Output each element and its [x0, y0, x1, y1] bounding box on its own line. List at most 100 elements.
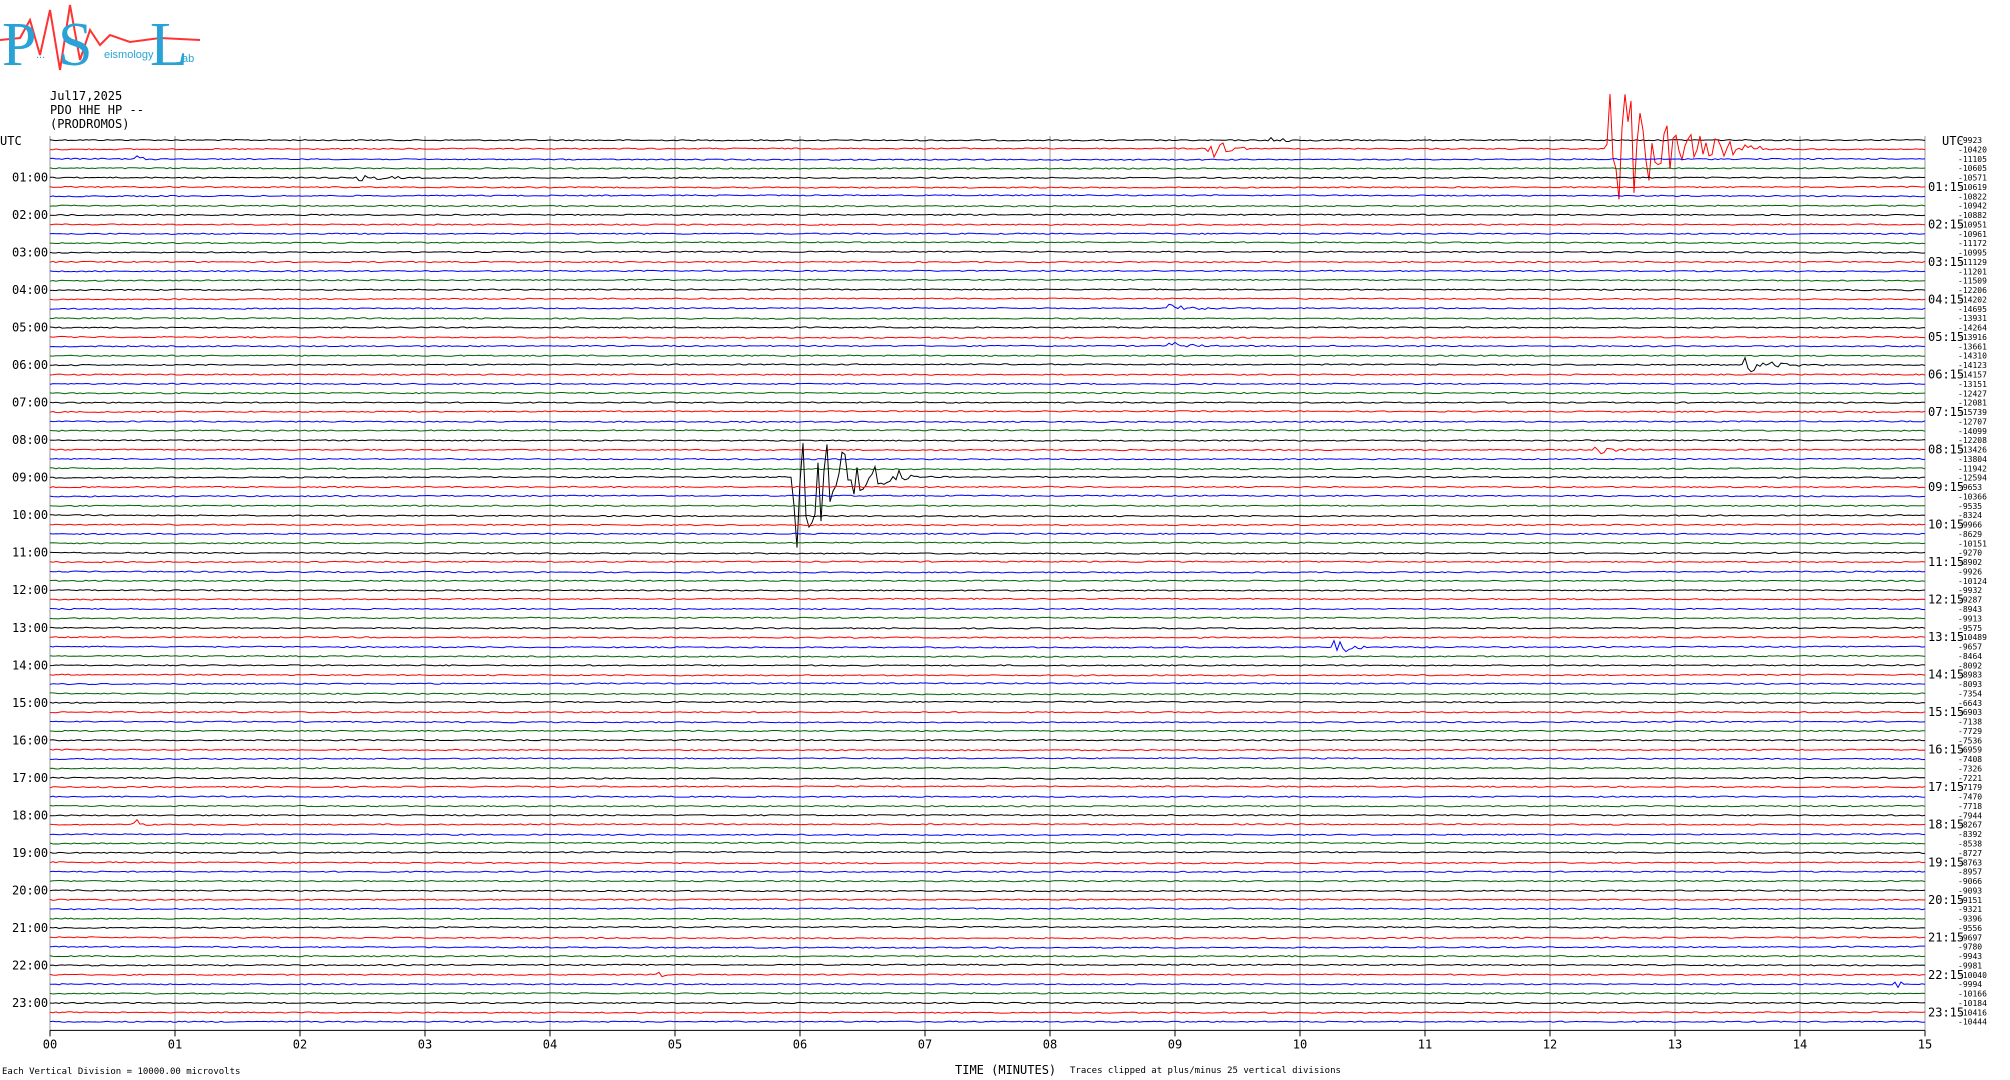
x-tick-label: 12	[1543, 1037, 1557, 1051]
trace-line	[49, 626, 1926, 630]
trace-line	[49, 204, 1926, 208]
trace-line	[49, 889, 1926, 893]
trace-line	[49, 945, 1925, 949]
trace-offset-label: -6903	[1958, 708, 1982, 717]
hour-label-right: 17:15	[1928, 780, 1964, 794]
trace-offset-label: -11105	[1958, 155, 1987, 164]
trace-offset-label: -7729	[1958, 727, 1982, 736]
trace-line	[49, 925, 1926, 930]
trace-line	[50, 711, 1926, 714]
trace-line	[49, 664, 1926, 667]
hour-label-left: 17:00	[12, 771, 48, 785]
trace-offset-label: -9932	[1958, 586, 1982, 595]
trace-offset-label: -9923	[1958, 136, 1982, 145]
logo-letter-l: L	[150, 11, 188, 79]
trace-line	[49, 155, 1926, 161]
hour-label-right: 05:15	[1928, 330, 1964, 344]
hour-label-right: 01:15	[1928, 180, 1964, 194]
trace-line	[49, 738, 1925, 742]
trace-line	[49, 607, 1925, 611]
trace-offset-label: -8267	[1958, 821, 1982, 830]
trace-line	[49, 260, 1926, 264]
x-tick-label: 04	[543, 1037, 557, 1051]
trace-line	[49, 303, 1926, 311]
trace-offset-label: -14264	[1958, 324, 1987, 333]
trace-offset-label: -8983	[1958, 671, 1982, 680]
footer-clip-note: Traces clipped at plus/minus 25 vertical…	[1070, 1066, 1341, 1076]
footer-division-note: Each Vertical Division = 10000.00 microv…	[2, 1067, 241, 1077]
trace-offset-label: -7470	[1958, 793, 1982, 802]
trace-offset-label: -9535	[1958, 502, 1982, 511]
hour-label-left: 10:00	[12, 508, 48, 522]
x-tick-label: 11	[1418, 1037, 1432, 1051]
hour-label-left: 19:00	[12, 846, 48, 860]
hour-label-right: 18:15	[1928, 818, 1964, 832]
trace-line	[49, 269, 1926, 273]
trace-offset-label: -9780	[1958, 943, 1982, 952]
trace-offset-label: -9966	[1958, 521, 1982, 530]
psl-logo: P S L ... eismology ab	[0, 4, 201, 79]
trace-offset-label: -10416	[1958, 1008, 1987, 1017]
trace-offset-label: -9556	[1958, 924, 1982, 933]
trace-line	[49, 682, 1926, 686]
trace-offset-label: -10166	[1958, 990, 1987, 999]
hour-label-right: 03:15	[1928, 255, 1964, 269]
utc-label-left: UTC	[0, 134, 22, 148]
trace-offset-label: -8902	[1958, 558, 1982, 567]
x-tick-label: 08	[1043, 1037, 1057, 1051]
trace-line	[49, 335, 1926, 339]
trace-offset-label: -13426	[1958, 446, 1987, 455]
trace-line	[50, 757, 1926, 761]
trace-offset-label: -8957	[1958, 868, 1982, 877]
logo-word-3: ab	[182, 53, 194, 65]
trace-offset-label: -10420	[1958, 145, 1987, 154]
trace-line	[49, 467, 1926, 471]
trace-offset-label: -8629	[1958, 530, 1982, 539]
trace-line	[49, 673, 1926, 677]
trace-offset-label: -8324	[1958, 511, 1982, 520]
hour-label-right: 19:15	[1928, 855, 1964, 869]
trace-offset-label: -10124	[1958, 577, 1987, 586]
trace-offset-label: -10571	[1958, 174, 1987, 183]
hour-label-right: 10:15	[1928, 518, 1964, 532]
trace-offset-label: -10882	[1958, 211, 1987, 220]
trace-offset-label: -8538	[1958, 840, 1982, 849]
hour-label-left: 07:00	[12, 396, 48, 410]
trace-line	[49, 297, 1926, 301]
trace-offset-label: -7944	[1958, 811, 1982, 820]
hour-label-right: 04:15	[1928, 292, 1964, 306]
trace-line	[49, 232, 1926, 235]
hour-label-right: 13:15	[1928, 630, 1964, 644]
trace-line	[50, 174, 1926, 182]
trace-line	[49, 818, 1926, 826]
trace-offset-label: -7138	[1958, 718, 1982, 727]
hour-label-right: 20:15	[1928, 893, 1964, 907]
trace-line	[49, 861, 1926, 865]
hour-label-left: 18:00	[12, 808, 48, 822]
trace-offset-label: -8093	[1958, 680, 1982, 689]
trace-line	[49, 776, 1926, 780]
x-tick-label: 14	[1793, 1037, 1807, 1051]
trace-line	[49, 1001, 1926, 1005]
trace-line	[49, 654, 1926, 658]
hour-label-right: 06:15	[1928, 368, 1964, 382]
trace-offset-label: -10605	[1958, 164, 1987, 173]
x-tick-label: 00	[43, 1037, 57, 1051]
trace-offset-label: -10444	[1958, 1018, 1987, 1027]
trace-line	[50, 692, 1926, 696]
trace-line	[49, 748, 1926, 752]
trace-offset-label: -9093	[1958, 886, 1982, 895]
trace-line	[49, 551, 1926, 555]
trace-line	[49, 833, 1926, 837]
trace-offset-label: -9396	[1958, 915, 1982, 924]
trace-offset-label: -7408	[1958, 755, 1982, 764]
x-tick-label: 10	[1293, 1037, 1307, 1051]
trace-offset-label: -7354	[1958, 689, 1982, 698]
hour-label-left: 13:00	[12, 621, 48, 635]
trace-line	[49, 541, 1926, 545]
trace-line	[50, 288, 1926, 292]
trace-offset-label: -11942	[1958, 464, 1987, 473]
trace-offset-label: -10040	[1958, 971, 1987, 980]
trace-line	[49, 532, 1926, 536]
